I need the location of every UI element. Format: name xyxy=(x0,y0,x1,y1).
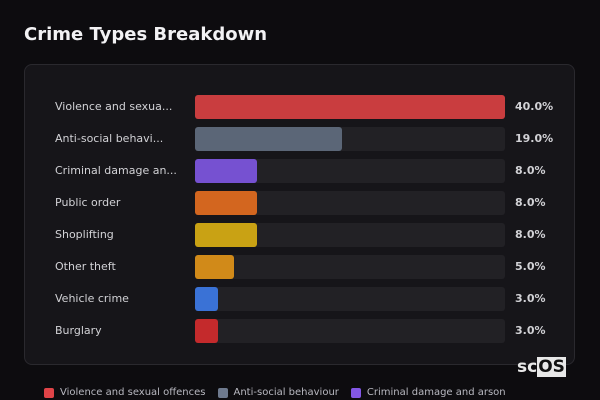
bar xyxy=(195,159,257,183)
bar xyxy=(195,223,257,247)
category-label: Burglary xyxy=(55,324,102,337)
legend-swatch xyxy=(350,387,361,398)
category-label: Vehicle crime xyxy=(55,292,129,305)
logo-suffix: OS xyxy=(537,357,566,377)
value-label: 3.0% xyxy=(515,324,546,337)
bar-row: Violence and sexua... 40.0% xyxy=(0,95,600,119)
bar-row: Other theft 5.0% xyxy=(0,255,600,279)
bar-track xyxy=(195,255,505,279)
bar xyxy=(195,319,219,343)
legend: Violence and sexual offences Anti-social … xyxy=(44,387,506,398)
legend-label: Criminal damage and arson xyxy=(366,387,506,398)
bar xyxy=(195,287,219,311)
category-label: Shoplifting xyxy=(55,228,114,241)
bar-track xyxy=(195,159,505,183)
bar xyxy=(195,255,234,279)
value-label: 8.0% xyxy=(515,196,546,209)
bar xyxy=(195,95,505,119)
category-label: Violence and sexua... xyxy=(55,100,173,113)
bar-row: Anti-social behavi... 19.0% xyxy=(0,127,600,151)
bar xyxy=(195,127,343,151)
legend-label: Anti-social behaviour xyxy=(233,387,339,398)
bar-row: Shoplifting 8.0% xyxy=(0,223,600,247)
bar xyxy=(195,191,257,215)
value-label: 40.0% xyxy=(515,100,554,113)
category-label: Other theft xyxy=(55,260,116,273)
legend-item: Violence and sexual offences xyxy=(44,387,206,398)
legend-item: Anti-social behaviour xyxy=(217,387,339,398)
bar-track xyxy=(195,95,505,119)
bar-track xyxy=(195,127,505,151)
category-label: Criminal damage an... xyxy=(55,164,177,177)
bar-row: Public order 8.0% xyxy=(0,191,600,215)
legend-label: Violence and sexual offences xyxy=(60,387,206,398)
value-label: 5.0% xyxy=(515,260,546,273)
category-label: Anti-social behavi... xyxy=(55,132,164,145)
value-label: 3.0% xyxy=(515,292,546,305)
bar-track xyxy=(195,319,505,343)
category-label: Public order xyxy=(55,196,121,209)
value-label: 8.0% xyxy=(515,228,546,241)
value-label: 19.0% xyxy=(515,132,554,145)
bar-row: Burglary 3.0% xyxy=(0,319,600,343)
legend-item: Criminal damage and arson xyxy=(350,387,506,398)
bar-track xyxy=(195,191,505,215)
logo-prefix: sc xyxy=(517,357,538,377)
bar-track xyxy=(195,287,505,311)
legend-swatch xyxy=(44,387,54,398)
chart-title: Crime Types Breakdown xyxy=(24,24,268,45)
value-label: 8.0% xyxy=(515,164,546,177)
legend-swatch xyxy=(217,387,228,398)
scos-logo: scOS xyxy=(517,357,566,377)
bar-track xyxy=(195,223,505,247)
bar-row: Criminal damage an... 8.0% xyxy=(0,159,600,183)
bar-row: Vehicle crime 3.0% xyxy=(0,287,600,311)
